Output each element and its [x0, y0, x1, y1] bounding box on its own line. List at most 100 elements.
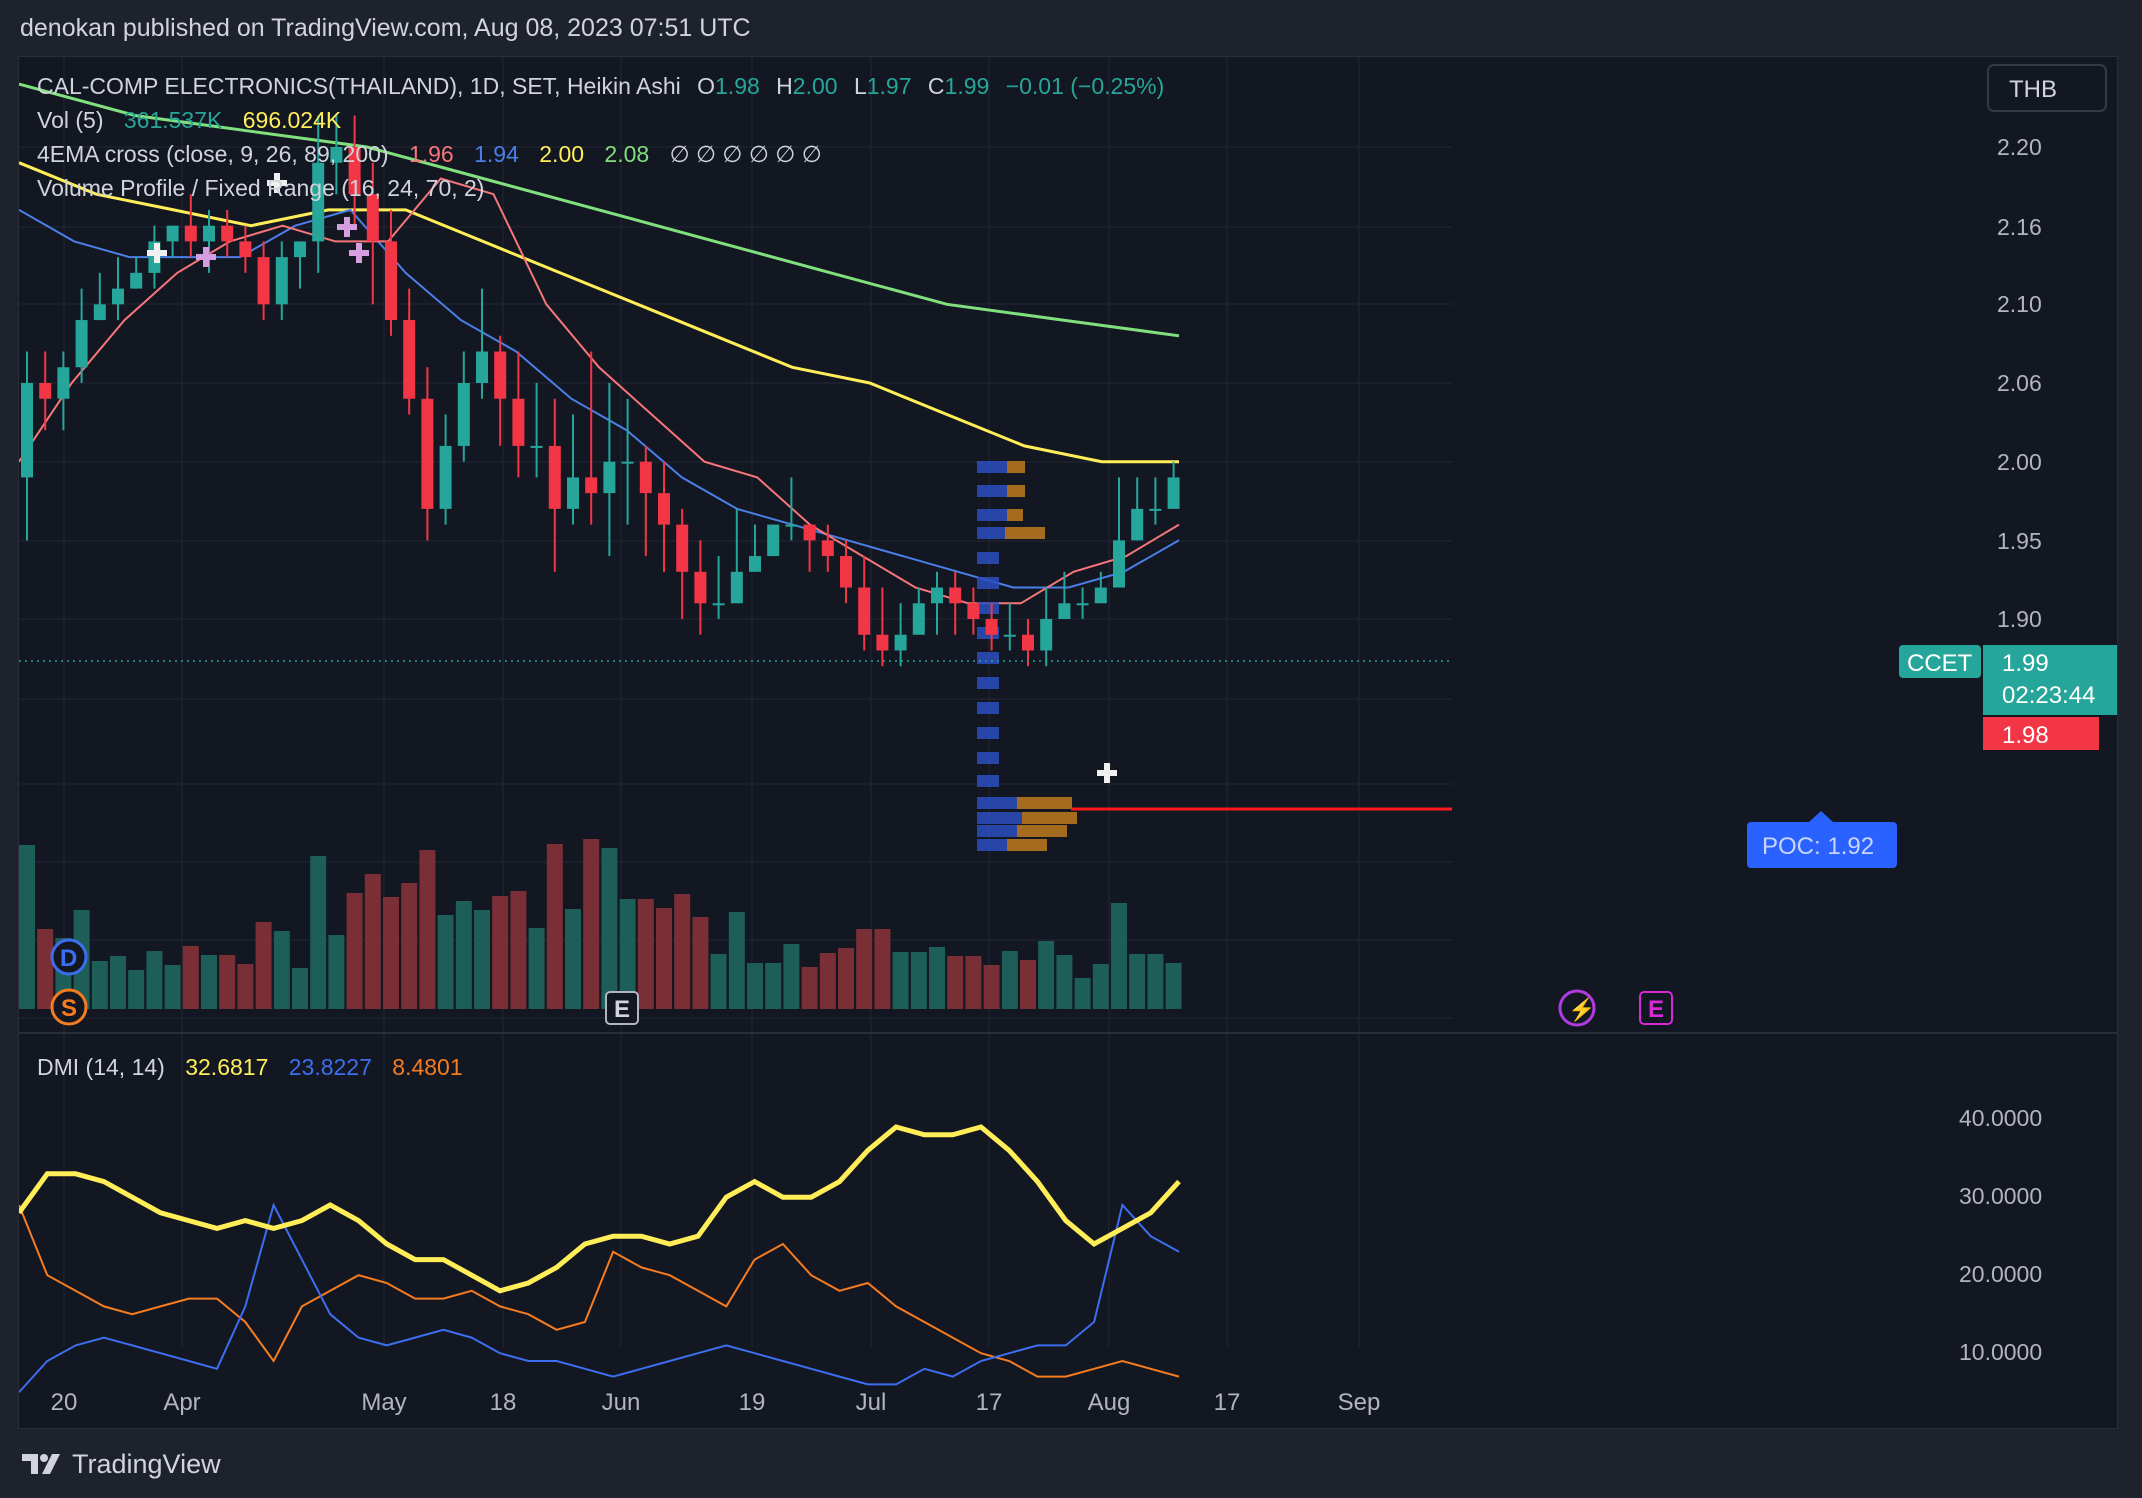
volume-profile-row — [1007, 461, 1025, 473]
candle-body — [330, 147, 343, 163]
volume-profile-row — [977, 485, 1007, 497]
ema89-value: 2.00 — [539, 141, 584, 167]
vol-ma-value: 696.024K — [243, 107, 342, 133]
volume-bar — [328, 935, 345, 1009]
candle-body — [1113, 540, 1125, 588]
candle-body — [603, 461, 616, 494]
time-tick-label: Sep — [1338, 1389, 1381, 1416]
ema-extras: ∅ ∅ ∅ ∅ ∅ ∅ — [670, 141, 822, 167]
ema89-line — [18, 161, 1179, 464]
volume-bar — [619, 899, 636, 1009]
candle-body — [767, 524, 780, 557]
candle-body — [894, 634, 907, 651]
svg-text:E: E — [614, 996, 630, 1023]
candle-body — [21, 383, 33, 478]
candle-body — [821, 540, 834, 557]
dmi-plus-value: 32.6817 — [185, 1054, 268, 1080]
volume-bar — [310, 856, 327, 1009]
split-marker[interactable]: S — [50, 988, 88, 1026]
volume-bar — [237, 964, 254, 1009]
candle-body — [676, 524, 689, 572]
candle-body — [749, 556, 761, 572]
earnings-marker-past[interactable]: E — [605, 991, 639, 1025]
chart-svg[interactable]: 2.202.162.102.062.001.951.901.85 40.0000… — [16, 57, 2117, 1428]
volume-bar — [674, 894, 691, 1009]
candle-body — [457, 383, 470, 446]
candle-body — [1040, 619, 1053, 651]
volume-bar — [37, 929, 54, 1009]
candle-body — [203, 225, 215, 242]
candle-body — [494, 351, 507, 399]
volume-bar — [637, 899, 654, 1009]
ema26-value: 1.94 — [474, 141, 519, 167]
candles-group[interactable] — [21, 115, 1180, 667]
earnings-marker-future[interactable]: E — [1639, 991, 1673, 1025]
volume-bar — [492, 896, 509, 1009]
volume-bar — [1165, 963, 1182, 1009]
candle-body — [112, 288, 124, 305]
chart-area[interactable]: 2.202.162.102.062.001.951.901.85 40.0000… — [16, 56, 2118, 1429]
candle-body — [931, 587, 943, 604]
candle-body — [985, 619, 998, 635]
grid-lines — [19, 57, 1452, 1347]
dmi-adx-line — [18, 1204, 1180, 1378]
volume-bar — [801, 967, 818, 1009]
svg-text:S: S — [61, 995, 77, 1022]
candle-body — [130, 272, 143, 289]
volume-profile-row — [977, 509, 1007, 521]
symbol-label: CCET — [1907, 650, 1973, 677]
candle-body — [476, 351, 488, 383]
volume-profile-row — [977, 461, 1007, 473]
vol-value: 361.537K — [124, 107, 223, 133]
candle-body — [512, 398, 525, 446]
currency-box[interactable]: THB — [1987, 64, 2107, 112]
volume-bar — [528, 928, 545, 1009]
candle-body — [567, 477, 579, 509]
volume-bar — [1074, 978, 1091, 1009]
countdown-value: 02:23:44 — [2002, 682, 2095, 709]
volume-bar — [401, 883, 418, 1009]
candle-body — [39, 383, 52, 399]
low-value: 1.97 — [867, 73, 912, 99]
candle-body — [621, 461, 634, 464]
time-tick-label: 19 — [739, 1389, 766, 1416]
price-tick-label: 2.06 — [1997, 370, 2042, 396]
volume-bar — [983, 965, 1000, 1009]
volume-bar — [455, 901, 472, 1009]
volume-bar — [601, 848, 618, 1009]
cross-marker — [1104, 763, 1110, 783]
symbol-tag: CCET — [1899, 645, 1981, 678]
cross-marker — [203, 247, 209, 267]
candle-body — [1149, 508, 1162, 511]
volume-bar — [273, 931, 290, 1009]
ema-label: 4EMA cross (close, 9, 26, 89, 200) — [37, 141, 389, 167]
svg-text:Vol (5) 361.537K: Vol (5) 361.537K 696.024K — [37, 107, 342, 133]
candle-body — [967, 603, 980, 619]
volume-profile-row — [977, 775, 999, 787]
volume-profile-row — [977, 652, 999, 664]
volume-profile-row — [977, 702, 999, 714]
candle-body — [639, 461, 652, 494]
flash-marker[interactable]: ⚡ — [1558, 989, 1596, 1027]
ema-price-value: 1.98 — [2002, 722, 2049, 749]
volume-bar — [346, 893, 363, 1009]
candle-body — [1058, 603, 1071, 619]
volume-bar — [1147, 954, 1164, 1009]
dmi-plus-line — [16, 1124, 1181, 1294]
dmi-axis[interactable]: 40.0000 30.0000 20.0000 10.0000 — [1959, 1105, 2042, 1365]
volume-bar — [728, 912, 745, 1009]
dividend-marker[interactable]: D — [50, 938, 88, 976]
volume-bar — [110, 956, 126, 1009]
volume-bar — [546, 844, 563, 1009]
price-axis[interactable]: 2.202.162.102.062.001.951.901.85 — [1997, 134, 2042, 712]
candle-body — [1167, 477, 1180, 509]
vp-label: Volume Profile / Fixed Range (16, 24, 70… — [37, 175, 484, 201]
dmi-tick-label: 10.0000 — [1959, 1339, 2042, 1365]
time-tick-label: 17 — [1214, 1389, 1241, 1416]
tradingview-logo[interactable]: TradingView — [22, 1442, 221, 1486]
volume-bars — [19, 839, 1182, 1009]
time-axis[interactable]: 20 Apr May 18 Jun 19 Jul 17 Aug 17 Sep — [51, 1389, 1381, 1416]
candle-body — [439, 445, 452, 509]
volume-profile-row — [1017, 825, 1067, 837]
ema200-value: 2.08 — [604, 141, 649, 167]
